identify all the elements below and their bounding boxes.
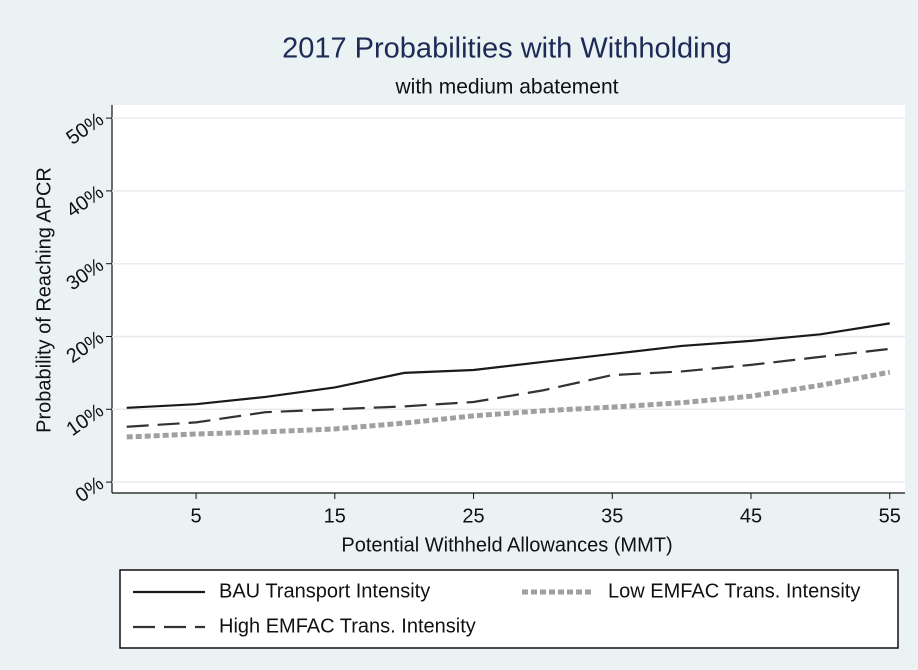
x-axis-label: Potential Withheld Allowances (MMT)	[341, 534, 672, 556]
x-tick-label: 25	[462, 505, 484, 527]
y-axis-label: Probability of Reaching APCR	[33, 167, 55, 433]
legend-label: Low EMFAC Trans. Intensity	[608, 580, 860, 602]
plot-area	[112, 105, 905, 493]
x-tick-label: 35	[601, 505, 623, 527]
x-tick-label: 55	[879, 505, 901, 527]
series-line	[126, 347, 890, 428]
legend-box	[119, 569, 899, 649]
series-line	[126, 322, 890, 409]
x-tick-label: 45	[740, 505, 762, 527]
legend-label: BAU Transport Intensity	[219, 580, 430, 602]
x-tick-label: 15	[324, 505, 346, 527]
x-tick-label: 5	[191, 505, 202, 527]
chart-subtitle: with medium abatement	[395, 76, 619, 99]
series-line	[126, 369, 891, 440]
legend-label: High EMFAC Trans. Intensity	[219, 615, 476, 637]
chart-title: 2017 Probabilities with Withholding	[282, 33, 732, 65]
